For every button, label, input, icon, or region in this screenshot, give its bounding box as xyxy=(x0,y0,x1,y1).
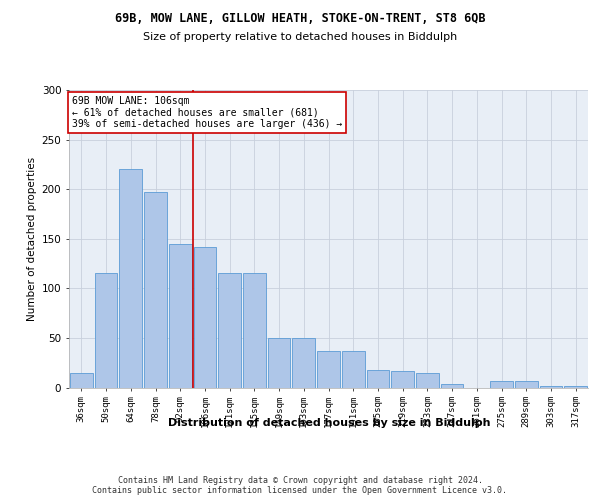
Bar xyxy=(539,386,562,388)
Bar xyxy=(95,274,118,388)
Text: 69B, MOW LANE, GILLOW HEATH, STOKE-ON-TRENT, ST8 6QB: 69B, MOW LANE, GILLOW HEATH, STOKE-ON-TR… xyxy=(115,12,485,26)
Text: Contains HM Land Registry data © Crown copyright and database right 2024.
Contai: Contains HM Land Registry data © Crown c… xyxy=(92,476,508,495)
Bar xyxy=(515,380,538,388)
Bar xyxy=(292,338,315,388)
Text: Size of property relative to detached houses in Biddulph: Size of property relative to detached ho… xyxy=(143,32,457,42)
Bar xyxy=(119,170,142,388)
Bar xyxy=(490,380,513,388)
Bar xyxy=(342,351,365,388)
Bar xyxy=(268,338,290,388)
Bar xyxy=(243,274,266,388)
Bar xyxy=(144,192,167,388)
Text: 69B MOW LANE: 106sqm
← 61% of detached houses are smaller (681)
39% of semi-deta: 69B MOW LANE: 106sqm ← 61% of detached h… xyxy=(71,96,342,129)
Bar xyxy=(564,386,587,388)
Text: Distribution of detached houses by size in Biddulph: Distribution of detached houses by size … xyxy=(167,418,490,428)
Bar xyxy=(70,372,93,388)
Y-axis label: Number of detached properties: Number of detached properties xyxy=(28,156,37,321)
Bar xyxy=(441,384,463,388)
Bar xyxy=(194,246,216,388)
Bar xyxy=(367,370,389,388)
Bar xyxy=(416,372,439,388)
Bar xyxy=(317,351,340,388)
Bar xyxy=(391,370,414,388)
Bar xyxy=(169,244,191,388)
Bar xyxy=(218,274,241,388)
